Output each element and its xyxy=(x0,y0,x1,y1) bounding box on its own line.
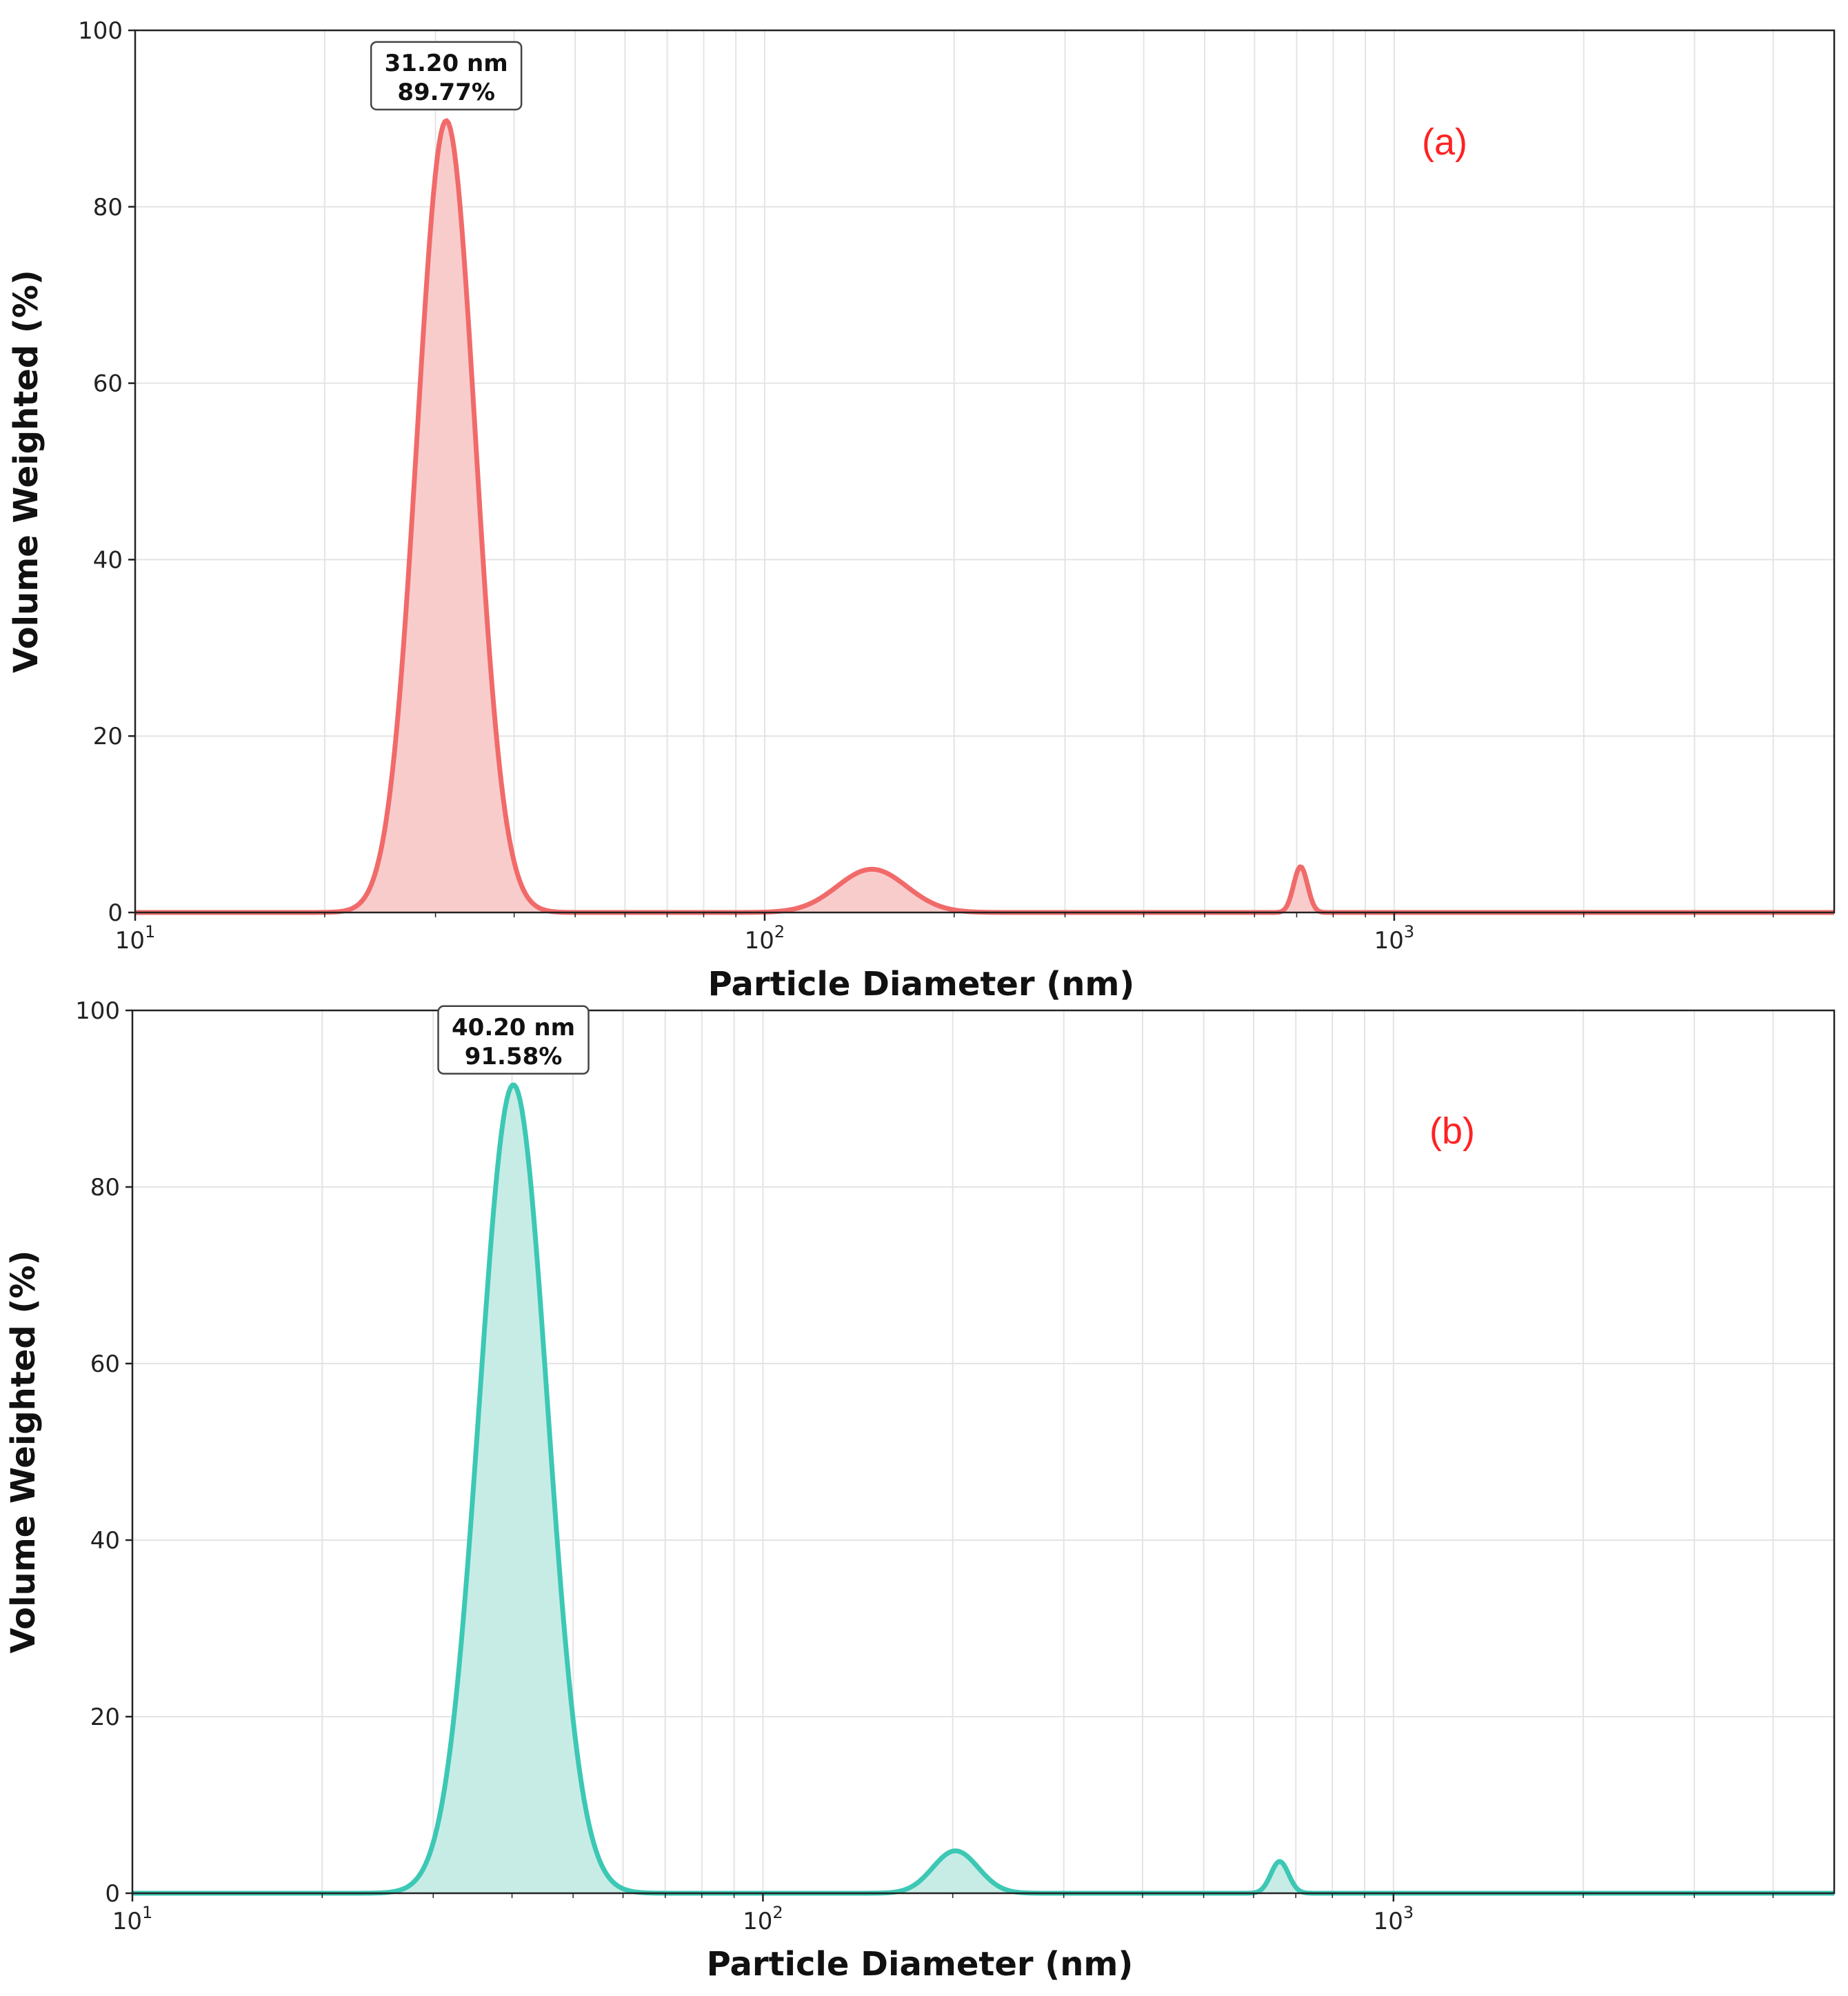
y-tick-label: 20 xyxy=(90,1704,120,1731)
x-tick-label: 102 xyxy=(745,922,785,955)
plot-area xyxy=(132,1010,1834,1893)
grid xyxy=(132,1010,1834,1893)
peak-annotation-diameter: 40.20 nm xyxy=(452,1014,575,1041)
y-axis-label: Volume Weighted (%) xyxy=(4,1250,43,1654)
chart-panel-a: 0 20 40 60 80 100 101 102 103 Particle Diameter (… xyxy=(7,17,1836,1004)
distribution-area xyxy=(135,120,1834,913)
peak-annotation-percent: 89.77% xyxy=(397,79,495,106)
y-tick-label: 20 xyxy=(93,723,123,750)
panel-label: (a) xyxy=(1422,121,1467,163)
distribution-area xyxy=(132,1085,1834,1893)
y-tick-label: 80 xyxy=(90,1174,120,1201)
y-tick-label: 100 xyxy=(75,997,120,1025)
y-tick-label: 40 xyxy=(93,546,123,574)
y-tick-label: 40 xyxy=(90,1527,120,1555)
chart-panel-b: 0 20 40 60 80 100 101 102 103 Particle Diameter (… xyxy=(4,997,1836,1984)
peak-annotation-box xyxy=(437,1005,590,1075)
y-tick-label: 0 xyxy=(108,899,123,927)
x-tick-label: 102 xyxy=(743,1903,783,1935)
panel-label: (b) xyxy=(1429,1110,1475,1152)
x-tick-label: 103 xyxy=(1374,1903,1414,1935)
peak-annotation-percent: 91.58% xyxy=(465,1043,563,1070)
y-tick-label: 60 xyxy=(90,1350,120,1378)
y-tick-label: 0 xyxy=(105,1880,120,1908)
axes-frame xyxy=(131,1009,1836,1895)
peak-annotation-box xyxy=(370,41,523,111)
y-tick-label: 100 xyxy=(78,17,123,45)
y-tick-label: 60 xyxy=(93,370,123,398)
x-tick-label: 101 xyxy=(112,1903,153,1935)
x-axis-label: Particle Diameter (nm) xyxy=(708,965,1135,1004)
x-tick-label: 103 xyxy=(1374,922,1415,955)
x-axis-label: Particle Diameter (nm) xyxy=(707,1945,1134,1984)
peak-annotation-diameter: 31.20 nm xyxy=(385,50,508,77)
axes-frame xyxy=(134,29,1836,914)
y-axis-label: Volume Weighted (%) xyxy=(7,270,46,673)
y-tick-label: 80 xyxy=(93,194,123,221)
x-tick-label: 101 xyxy=(115,922,156,955)
